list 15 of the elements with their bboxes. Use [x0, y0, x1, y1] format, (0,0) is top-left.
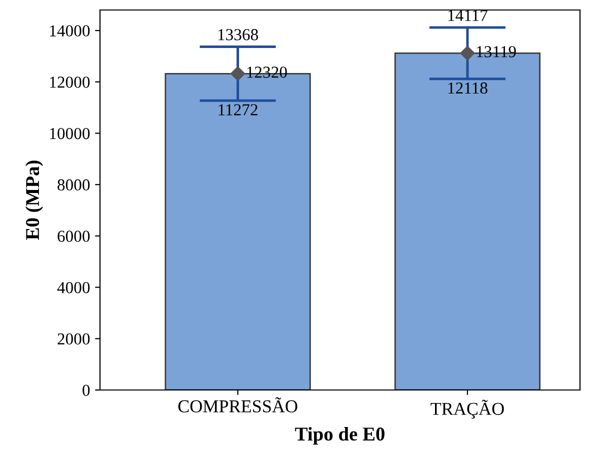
- y-tick-label: 14000: [50, 25, 90, 36]
- y-axis-title: E0 (MPa): [25, 160, 44, 240]
- y-tick-label: 6000: [58, 230, 90, 242]
- y-tick-label: 2000: [58, 333, 90, 345]
- x-tick-label: COMPRESSÃO: [178, 397, 298, 412]
- y-tick-label: 8000: [58, 179, 90, 191]
- y-tick-label: 12000: [50, 76, 90, 88]
- y-tick-label: 4000: [57, 282, 90, 294]
- y-tick-label: 10000: [50, 128, 90, 140]
- annotation: 12118: [448, 82, 488, 94]
- x-axis-title: Tipo de E0: [295, 426, 384, 445]
- x-tick-label: TRAÇÃO: [430, 400, 504, 419]
- annotation: 11272: [218, 104, 258, 116]
- y-tick-label: 0: [82, 384, 90, 396]
- annotation: 13368: [218, 29, 258, 40]
